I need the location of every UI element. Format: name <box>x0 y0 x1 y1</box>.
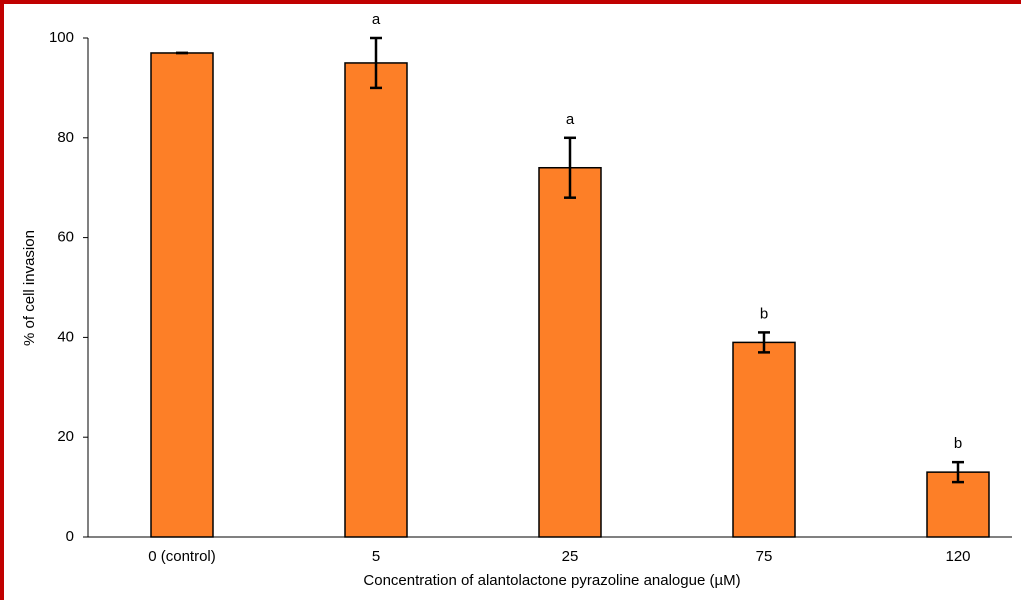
x-tick-label: 25 <box>562 548 579 565</box>
bar <box>344 62 408 538</box>
y-tick-label: 40 <box>57 328 74 345</box>
y-tick-label: 0 <box>66 528 74 545</box>
x-tick-label: 75 <box>756 548 773 565</box>
x-tick-label: 0 (control) <box>148 548 216 565</box>
x-tick-label: 5 <box>372 548 380 565</box>
y-tick-label: 100 <box>49 29 74 46</box>
y-axis-label: % of cell invasion <box>21 230 38 346</box>
x-tick-label: 120 <box>945 548 970 565</box>
annotation: b <box>954 435 962 452</box>
y-tick-label: 80 <box>57 129 74 146</box>
annotation: b <box>760 305 768 322</box>
annotation: a <box>566 111 575 128</box>
annotation: a <box>372 11 381 28</box>
y-tick-label: 20 <box>57 428 74 445</box>
bar <box>538 166 602 538</box>
y-tick-label: 60 <box>57 229 74 246</box>
bar <box>732 341 796 538</box>
x-axis-label: Concentration of alantolactone pyrazolin… <box>363 572 740 589</box>
bar <box>150 52 214 538</box>
